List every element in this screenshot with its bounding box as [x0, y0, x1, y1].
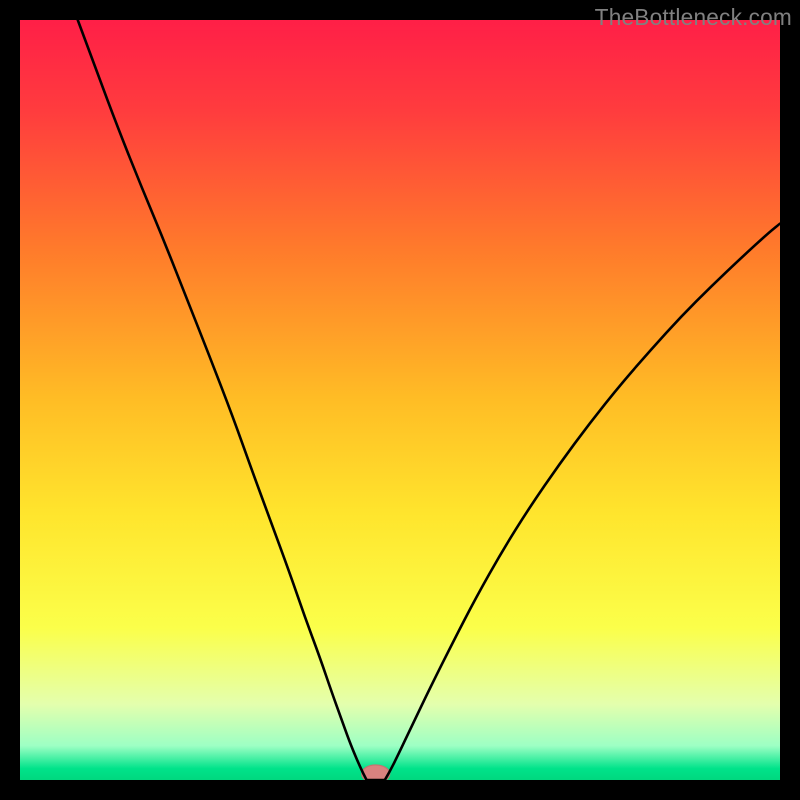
- watermark-text: TheBottleneck.com: [595, 4, 792, 31]
- chart-svg: [20, 20, 780, 780]
- plot-area: [20, 20, 780, 780]
- stage: TheBottleneck.com: [0, 0, 800, 800]
- gradient-background: [20, 20, 780, 780]
